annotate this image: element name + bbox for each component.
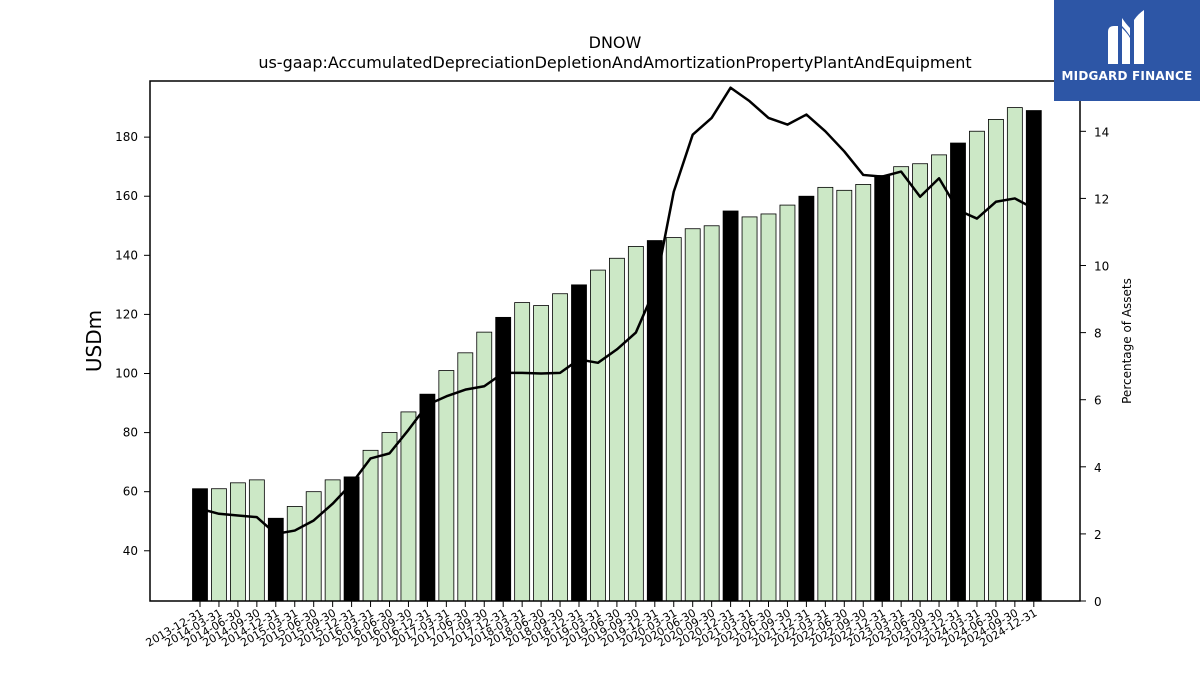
y-tick-label-right: 14 — [1094, 125, 1109, 139]
chart-subtitle: us-gaap:AccumulatedDepreciationDepletion… — [258, 53, 971, 72]
bar-2022-03-31 — [817, 186, 834, 602]
bar-2013-12-31 — [192, 488, 208, 602]
y-tick-label-left: 120 — [115, 307, 138, 321]
bar-2019-06-30 — [609, 257, 625, 602]
bar-2023-06-30 — [912, 163, 928, 602]
y-tick-label-right: 12 — [1094, 192, 1109, 206]
bar-2018-06-30 — [533, 305, 549, 602]
bar-2021-06-30 — [760, 213, 777, 602]
y-tick-label-left: 40 — [123, 544, 138, 558]
bar-2015-12-31 — [343, 476, 360, 602]
bar-2016-12-31 — [419, 393, 436, 602]
bar-2024-06-30 — [988, 119, 1004, 602]
bar-series — [192, 107, 1042, 602]
x-axis: 2013-12-312014-03-312014-06-302014-09-30… — [144, 601, 1039, 650]
bar-2019-03-31 — [590, 269, 606, 602]
bar-2020-03-31 — [665, 237, 682, 602]
y-tick-label-left: 180 — [115, 130, 138, 144]
bar-2022-09-30 — [855, 184, 872, 602]
bar-2020-09-30 — [703, 225, 720, 602]
bar-2021-03-31 — [741, 216, 758, 602]
bar-2024-03-31 — [969, 130, 985, 602]
y-tick-label-right: 10 — [1094, 260, 1109, 274]
midgard-finance-logo: MIDGARD FINANCE — [1054, 0, 1200, 101]
bar-2020-12-31 — [722, 210, 739, 602]
y-axis-right: 0 2 4 6 8 10 12 14 — [1080, 125, 1109, 609]
y-tick-label-right: 8 — [1094, 327, 1102, 341]
bar-2018-12-31 — [571, 284, 587, 602]
bar-2014-06-30 — [229, 482, 246, 602]
bar-2019-09-30 — [627, 246, 644, 602]
bar-2016-03-31 — [362, 449, 379, 602]
bar-2022-06-30 — [836, 189, 853, 602]
bar-2023-03-31 — [893, 166, 910, 602]
y-tick-label-right: 6 — [1094, 394, 1102, 408]
bar-2016-09-30 — [400, 411, 417, 602]
y-axis-label-right: Percentage of Assets — [1120, 278, 1134, 404]
bar-2021-12-31 — [798, 195, 815, 602]
line-series — [199, 86, 1035, 536]
y-axis-left: 40 60 80 100 120 140 160 180 — [115, 130, 150, 558]
y-tick-label-left: 60 — [123, 485, 138, 499]
bar-2017-03-31 — [438, 370, 455, 602]
logo-text: MIDGARD FINANCE — [1061, 69, 1193, 83]
bar-2020-06-30 — [684, 228, 701, 602]
bar-2022-12-31 — [874, 175, 891, 602]
bar-2024-12-31 — [1025, 110, 1042, 602]
bar-2015-03-31 — [286, 506, 303, 602]
y-tick-label-right: 2 — [1094, 528, 1102, 542]
y-tick-label-right: 4 — [1094, 461, 1102, 475]
bar-2014-09-30 — [248, 479, 265, 602]
bar-2024-09-30 — [1006, 107, 1023, 602]
logo-mark-icon — [1108, 10, 1144, 64]
bar-2021-09-30 — [779, 204, 796, 602]
bar-2014-03-31 — [211, 488, 227, 602]
y-axis-label-left: USDm — [82, 310, 106, 372]
bar-2016-06-30 — [381, 432, 398, 602]
bar-2015-06-30 — [305, 491, 322, 602]
y-tick-label-left: 160 — [115, 189, 138, 203]
y-tick-label-left: 100 — [115, 367, 138, 381]
bar-2018-03-31 — [514, 302, 531, 602]
bar-2017-12-31 — [495, 316, 512, 602]
y-tick-label-right: 0 — [1094, 595, 1102, 609]
y-tick-label-left: 80 — [123, 426, 138, 440]
percentage-of-assets-line — [199, 86, 1035, 536]
bar-2018-09-30 — [552, 293, 568, 602]
y-tick-label-left: 140 — [115, 248, 138, 262]
bar-2019-12-31 — [646, 240, 663, 602]
bar-2017-09-30 — [476, 331, 493, 602]
bar-2023-09-30 — [931, 154, 947, 602]
plot-frame — [149, 80, 1081, 602]
chart-title: DNOW — [589, 33, 642, 52]
